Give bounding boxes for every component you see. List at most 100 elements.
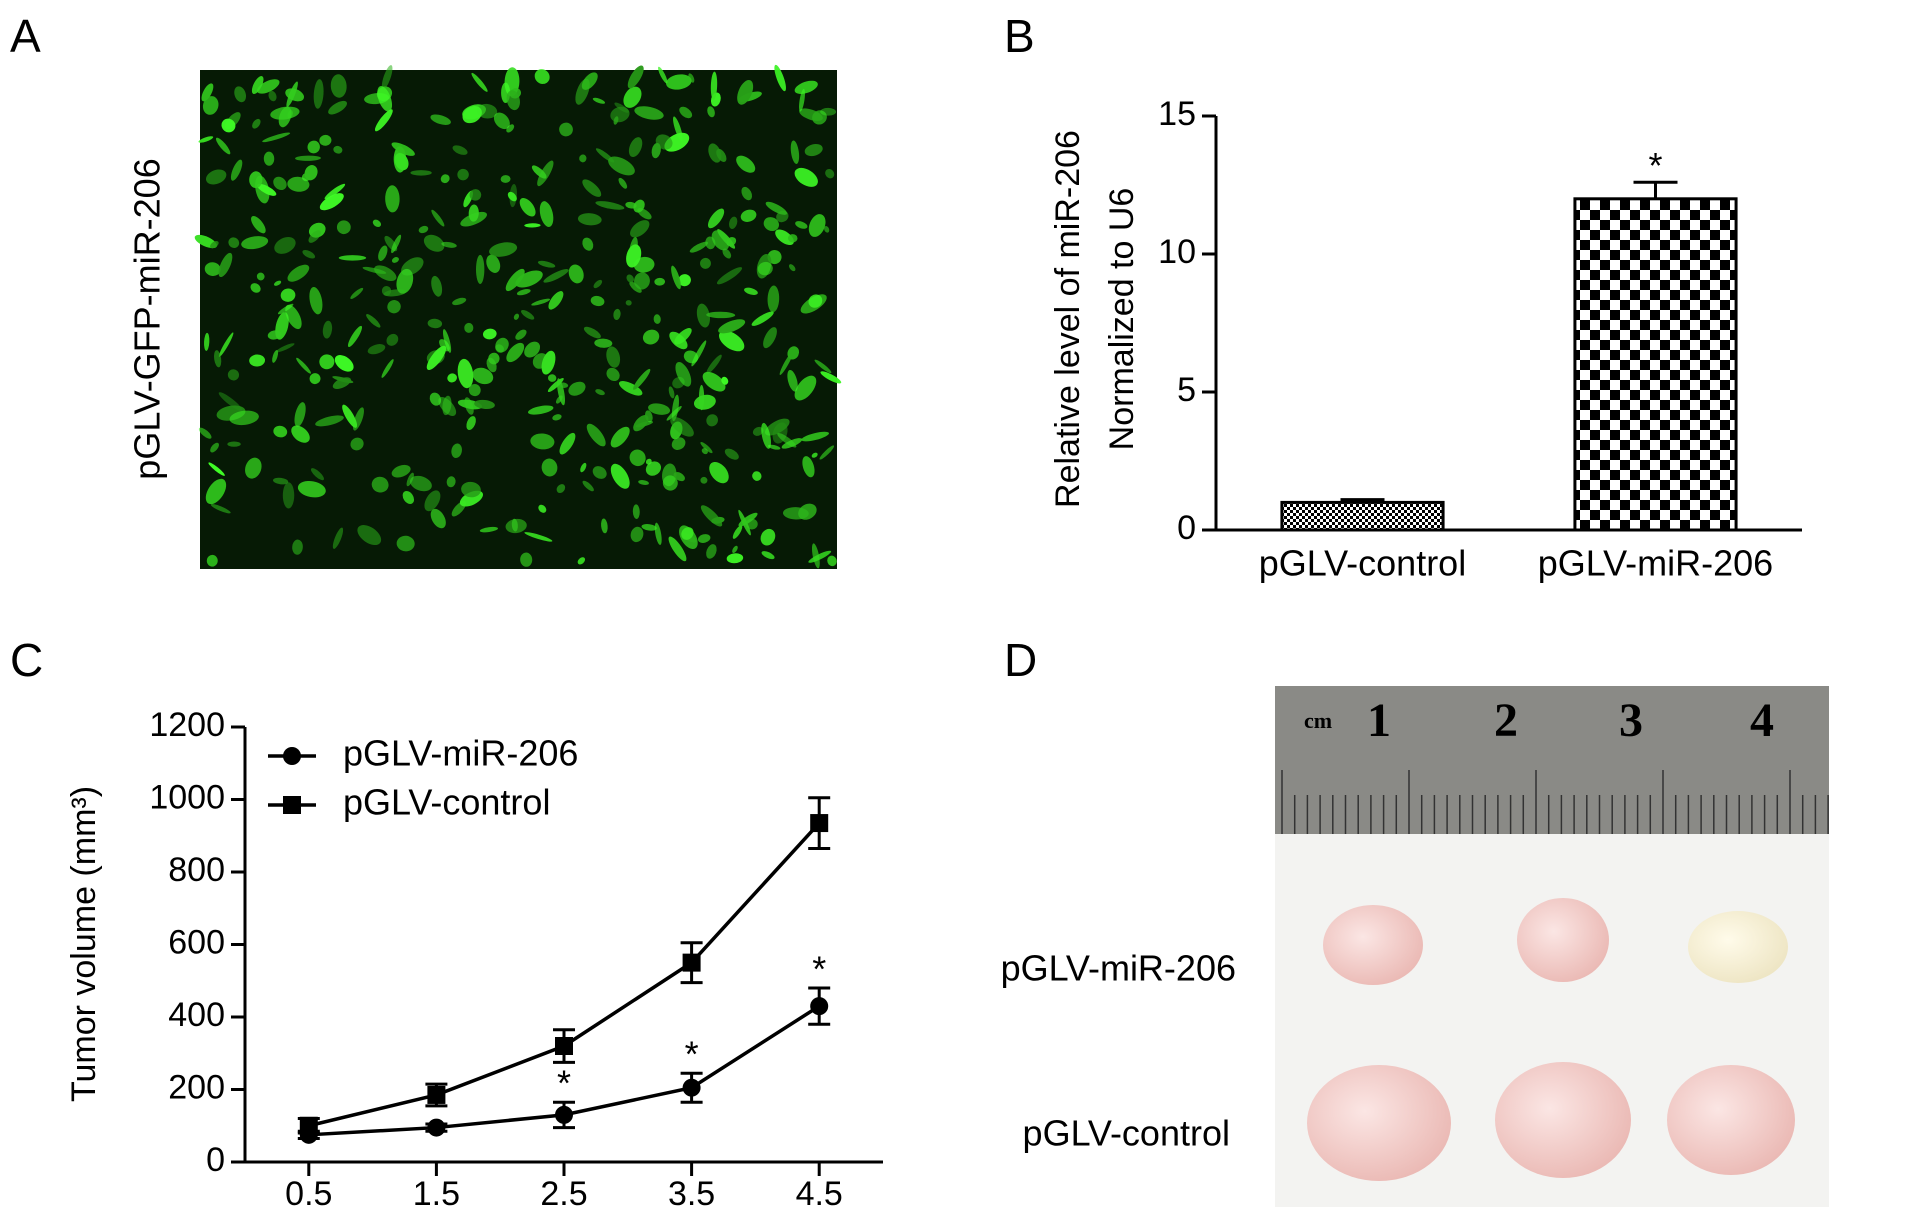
cell [537,160,554,187]
cell [741,186,753,201]
cell [679,106,693,119]
cell [431,209,445,227]
cell [700,476,708,484]
cell [524,532,553,542]
cell [347,325,363,347]
significance: * [812,949,826,990]
cell [577,213,602,226]
cell [205,478,227,505]
cell [737,79,754,105]
cell [273,425,288,438]
cell [479,526,498,533]
cell [221,118,236,133]
y-tick-label: 400 [168,996,225,1034]
cell [391,142,415,156]
cell [788,264,796,272]
cell [763,327,777,349]
cell [440,174,450,184]
cell [278,106,292,128]
cell [334,355,354,372]
cell [330,74,347,98]
cell [706,311,736,319]
cell [582,480,594,492]
cell [559,122,573,137]
panel-label: D [1004,634,1037,686]
cell [541,458,558,477]
cell [799,108,823,121]
cell [808,550,832,563]
cell [768,444,781,450]
cell [272,349,279,363]
cell [310,468,324,481]
cell [556,484,566,494]
cell [719,330,745,352]
cell [726,553,744,564]
cell [767,285,780,313]
cell [249,171,263,189]
cell [681,527,694,540]
cell [794,375,817,401]
cell [799,88,805,112]
cell [418,225,429,234]
cell [385,185,400,213]
cell [634,106,664,120]
cell [628,237,638,264]
cell [744,287,758,295]
cell [462,106,482,124]
cell [315,415,344,427]
cell [634,272,650,290]
cell [674,328,692,345]
cell [601,518,608,534]
cell [215,137,231,155]
cell [705,236,716,250]
cell [613,308,621,320]
cell [666,74,692,90]
cell [814,359,832,374]
cell [586,423,606,447]
significance: * [1648,145,1662,186]
cell [313,79,324,109]
cell [391,257,399,263]
bar [1280,500,1445,532]
cell [394,153,409,171]
cell [534,69,550,84]
cell [204,262,221,276]
cell [623,86,642,108]
cell [577,557,586,565]
cell [332,527,344,549]
cell [441,241,457,248]
cell [757,261,773,276]
cell [218,392,243,412]
cell [782,507,809,520]
cell [446,476,456,488]
cell [531,165,547,179]
cell [709,461,729,484]
cell [521,309,535,320]
cell [696,303,711,328]
cell [205,169,227,185]
marker [682,1078,701,1097]
marker [555,1105,573,1124]
cell [808,294,823,308]
cell [319,354,335,370]
y-tick-label: 0 [206,1141,225,1179]
cell [626,274,634,283]
cell [606,367,620,382]
cell [213,350,222,368]
cell [202,96,219,115]
cell [210,240,219,249]
error-bar [1633,180,1678,199]
cell [424,490,441,512]
cell [204,332,210,351]
cell [790,140,800,164]
y-tick-label: 0 [1177,509,1196,547]
cell [218,252,233,278]
cell [547,377,564,392]
cell [524,341,541,358]
cell [338,255,367,261]
cell [824,226,830,233]
cell [718,319,746,334]
cell [295,155,321,161]
panel-label: C [10,634,43,686]
cell [618,381,643,396]
